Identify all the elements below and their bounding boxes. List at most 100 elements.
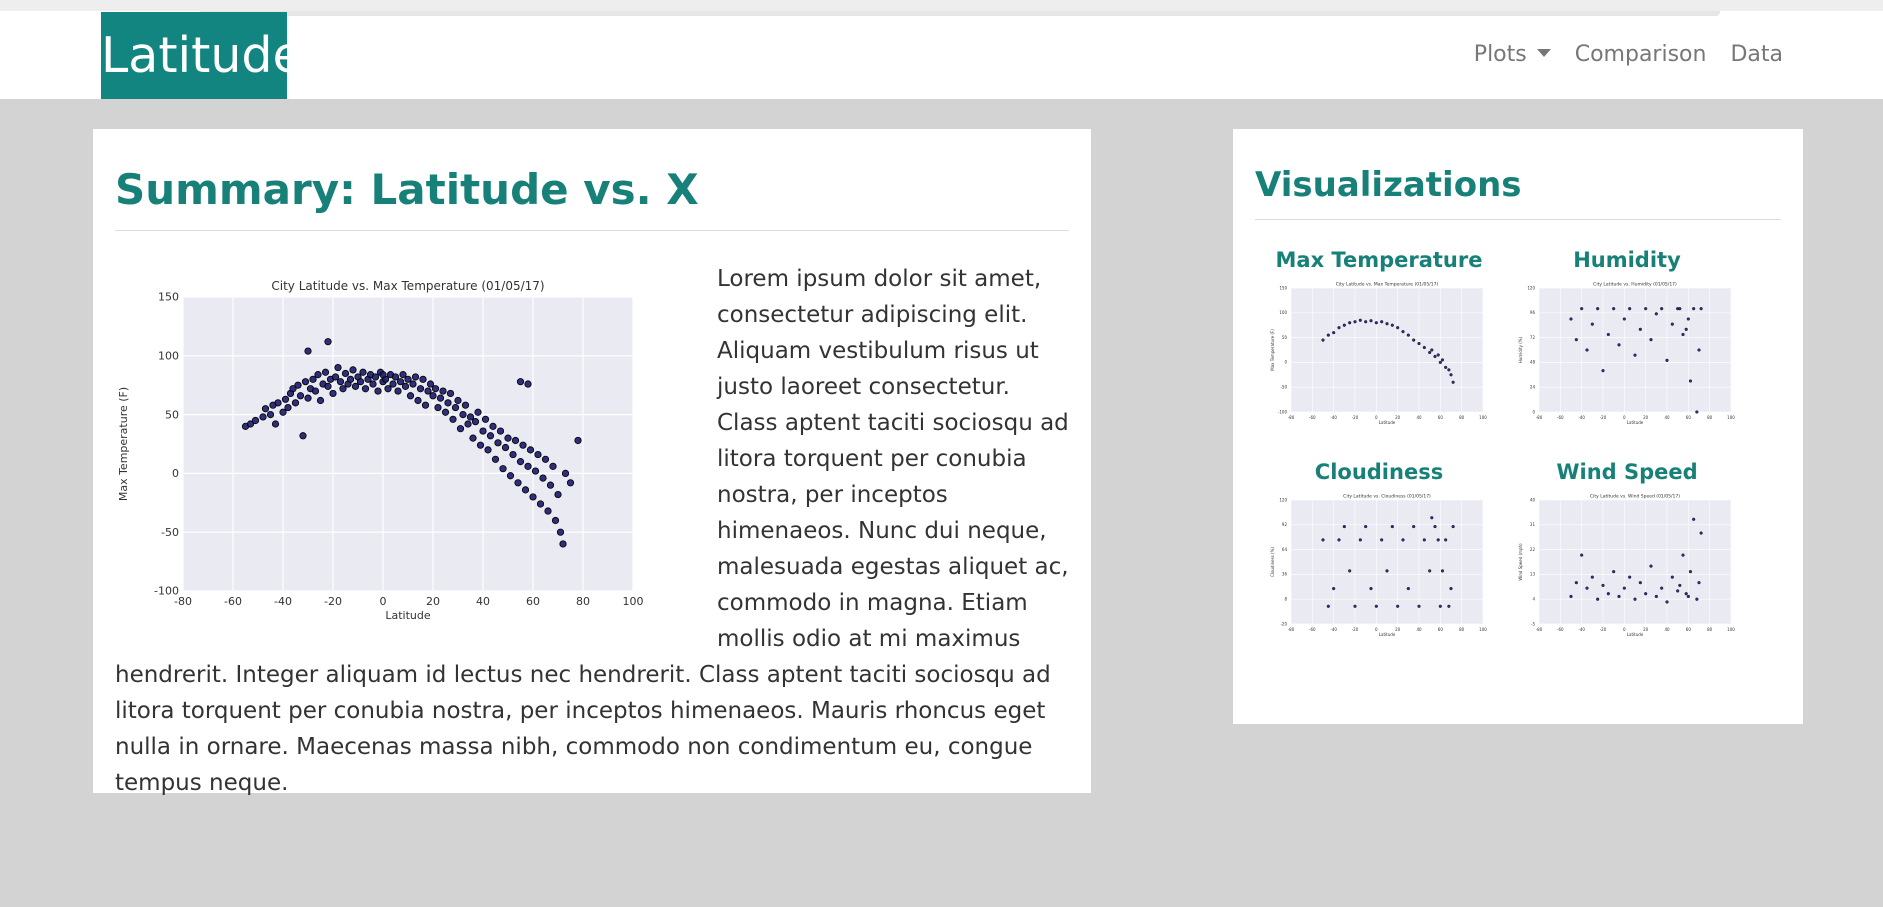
plot-area <box>1291 500 1483 625</box>
data-point <box>521 485 530 494</box>
nav-item-data[interactable]: Data <box>1730 42 1783 67</box>
data-point <box>541 455 550 463</box>
data-point <box>371 372 380 381</box>
data-point <box>531 467 540 475</box>
x-axis-label: Latitude <box>385 609 431 621</box>
data-point <box>479 427 487 435</box>
data-point <box>336 377 345 385</box>
data-point <box>289 384 297 392</box>
viz-humidity[interactable]: Humidity -80 -60 -40 -20 0 20 40 60 80 100 0 24 48 72… <box>1503 248 1751 426</box>
data-point <box>304 394 312 402</box>
x-tick-label: 100 <box>1727 415 1735 420</box>
data-point <box>424 387 432 395</box>
y-tick-label: 0 <box>1284 360 1287 365</box>
data-point <box>1622 586 1626 590</box>
brand-link[interactable]: Latitude <box>101 12 303 99</box>
data-point <box>356 377 365 385</box>
data-point <box>311 387 320 395</box>
x-axis-label: Latitude <box>1379 420 1396 425</box>
data-point <box>474 408 482 416</box>
summary-title: Summary: Latitude vs. X <box>115 165 699 214</box>
data-point <box>554 490 562 498</box>
visualizations-title: Visualizations <box>1255 165 1522 205</box>
browser-strip <box>200 11 1720 16</box>
y-tick-label: 40 <box>1530 498 1536 503</box>
summary-chart: -80 -60 -40 -20 0 20 40 60 80 100 -100 -50 0 50 100 150… <box>115 261 695 621</box>
x-tick-label: 20 <box>1395 627 1401 632</box>
y-tick-label: 92 <box>1282 522 1288 527</box>
viz-cloudiness[interactable]: Cloudiness -80 -60 -40 -20 0 20 40 60 80 100 -20 8 3… <box>1255 460 1503 638</box>
x-tick-label: 60 <box>526 595 540 608</box>
data-point <box>259 412 267 421</box>
nav-item-plots[interactable]: Plots <box>1474 42 1551 67</box>
data-point <box>1569 595 1573 599</box>
data-point <box>1601 584 1605 588</box>
data-point <box>1342 323 1346 327</box>
divider <box>1255 219 1781 221</box>
humidity-thumbnail[interactable]: -80 -60 -40 -20 0 20 40 60 80 100 0 24 48 72 96 120 City… <box>1517 276 1737 426</box>
data-point <box>494 438 502 447</box>
data-point <box>544 507 552 515</box>
x-tick-label: -80 <box>174 595 192 608</box>
x-tick-label: 80 <box>1459 415 1465 420</box>
data-point <box>1364 320 1368 324</box>
data-point <box>1699 307 1703 311</box>
x-tick-label: 80 <box>1459 627 1465 632</box>
top-navbar <box>0 0 1883 99</box>
data-point <box>1665 358 1669 363</box>
data-point <box>416 384 425 392</box>
data-point <box>1654 312 1658 316</box>
data-point <box>261 404 270 412</box>
data-point <box>504 434 512 442</box>
data-point <box>391 372 400 381</box>
data-point <box>1612 570 1616 574</box>
data-point <box>361 384 370 392</box>
x-tick-label: -60 <box>224 595 242 608</box>
wind-speed-thumbnail[interactable]: -80 -60 -40 -20 0 20 40 60 80 100 -5 4 13 22 31 40 City … <box>1517 488 1737 638</box>
data-point <box>1654 595 1658 599</box>
data-point <box>1617 343 1621 347</box>
data-point <box>1385 322 1389 326</box>
data-point <box>1451 380 1455 385</box>
x-tick-label: -40 <box>1578 415 1585 420</box>
x-tick-label: -60 <box>1557 627 1564 632</box>
data-point <box>1396 604 1400 609</box>
data-point <box>1430 516 1434 520</box>
data-point <box>334 363 342 371</box>
data-point <box>281 395 290 403</box>
x-tick-label: 0 <box>1623 415 1626 420</box>
cloudiness-thumbnail[interactable]: -80 -60 -40 -20 0 20 40 60 80 100 -20 8 36 64 92 120 Cit… <box>1269 488 1489 638</box>
y-tick-label: 24 <box>1530 385 1536 390</box>
data-point <box>549 462 557 470</box>
data-point <box>374 387 382 395</box>
data-point <box>369 380 377 388</box>
summary-panel: Summary: Latitude vs. X -80 -60 -40 -20 0 20 4… <box>93 129 1091 796</box>
data-point <box>1332 587 1336 591</box>
data-point <box>421 401 430 409</box>
data-point <box>524 380 532 388</box>
data-point <box>1428 569 1432 573</box>
data-point <box>1440 569 1445 573</box>
x-axis-label: Latitude <box>1627 632 1644 637</box>
divider <box>115 229 1069 231</box>
data-point <box>1380 538 1384 542</box>
data-point <box>251 416 260 424</box>
data-point <box>1396 326 1400 330</box>
viz-max-temperature[interactable]: Max Temperature -80 -60 -40 -20 0 20 40 60 80 100… <box>1255 248 1503 426</box>
x-tick-label: -80 <box>1536 627 1543 632</box>
data-point <box>511 436 520 444</box>
data-point <box>506 471 515 479</box>
viz-wind-speed[interactable]: Wind Speed -80 -60 -40 -20 0 20 40 60 80 100 -5 4 13… <box>1503 460 1751 638</box>
chart-title: City Latitude vs. Max Temperature (01/05… <box>1336 281 1439 287</box>
nav-item-comparison[interactable]: Comparison <box>1574 42 1707 67</box>
data-point <box>501 443 510 451</box>
y-tick-label: 50 <box>1282 335 1288 340</box>
x-tick-label: 20 <box>1643 627 1649 632</box>
data-point <box>1451 525 1455 529</box>
data-point <box>476 441 485 449</box>
data-point <box>314 370 322 378</box>
x-tick-label: 40 <box>1416 415 1422 420</box>
viz-label: Wind Speed <box>1556 460 1698 485</box>
max-temp-thumbnail[interactable]: -80 -60 -40 -20 0 20 40 60 80 100 -100 -50 0 50 100 150… <box>1269 276 1489 426</box>
data-point <box>1638 581 1642 585</box>
